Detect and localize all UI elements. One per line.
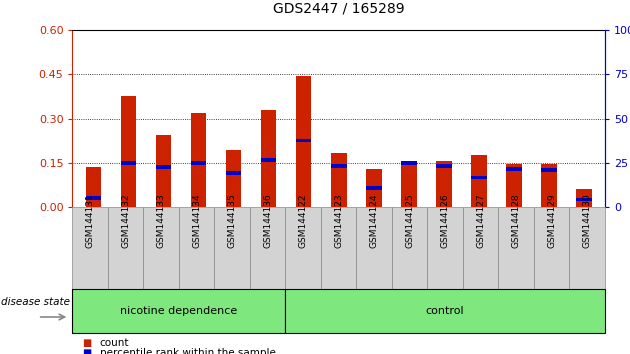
Text: disease state: disease state	[1, 297, 71, 307]
Text: GSM144131: GSM144131	[86, 193, 94, 248]
Text: GSM144122: GSM144122	[299, 193, 307, 248]
Text: GSM144136: GSM144136	[263, 193, 272, 248]
Text: GSM144130: GSM144130	[583, 193, 592, 248]
Bar	[541, 169, 557, 172]
Text: GSM144124: GSM144124	[370, 193, 379, 248]
Bar	[401, 161, 416, 165]
Text: GSM144125: GSM144125	[405, 193, 414, 248]
Bar	[261, 158, 277, 162]
Bar	[120, 161, 136, 165]
Bar	[86, 196, 101, 200]
Bar	[156, 166, 171, 169]
Bar	[401, 161, 416, 207]
Bar	[506, 164, 522, 207]
Bar	[86, 167, 101, 207]
Bar	[261, 110, 277, 207]
Text: GSM144135: GSM144135	[227, 193, 237, 248]
Text: ■: ■	[82, 338, 91, 348]
Bar	[576, 198, 592, 201]
Bar	[366, 186, 382, 190]
Text: GSM144127: GSM144127	[476, 193, 485, 248]
Bar	[226, 149, 241, 207]
Text: GDS2447 / 165289: GDS2447 / 165289	[273, 2, 404, 16]
Text: GSM144133: GSM144133	[157, 193, 166, 248]
Bar	[120, 96, 136, 207]
Bar	[331, 164, 346, 167]
Text: GSM144129: GSM144129	[547, 193, 556, 248]
Bar	[295, 76, 311, 207]
Bar	[156, 135, 171, 207]
Bar	[191, 113, 207, 207]
Bar	[331, 153, 346, 207]
Bar	[295, 139, 311, 142]
Bar	[436, 161, 452, 207]
Bar	[576, 189, 592, 207]
Bar	[471, 176, 486, 179]
Text: GSM144134: GSM144134	[192, 193, 201, 248]
Text: GSM144132: GSM144132	[121, 193, 130, 248]
Bar	[506, 167, 522, 171]
Text: GSM144123: GSM144123	[334, 193, 343, 248]
Text: ■: ■	[82, 348, 91, 354]
Text: control: control	[426, 306, 464, 316]
Bar	[541, 164, 557, 207]
Text: GSM144126: GSM144126	[440, 193, 450, 248]
Text: nicotine dependence: nicotine dependence	[120, 306, 238, 316]
Bar	[366, 169, 382, 207]
Bar	[226, 171, 241, 175]
Text: count: count	[100, 338, 129, 348]
Bar	[436, 164, 452, 167]
Bar	[471, 155, 486, 207]
Bar	[191, 161, 207, 165]
Text: GSM144128: GSM144128	[512, 193, 520, 248]
Text: percentile rank within the sample: percentile rank within the sample	[100, 348, 275, 354]
